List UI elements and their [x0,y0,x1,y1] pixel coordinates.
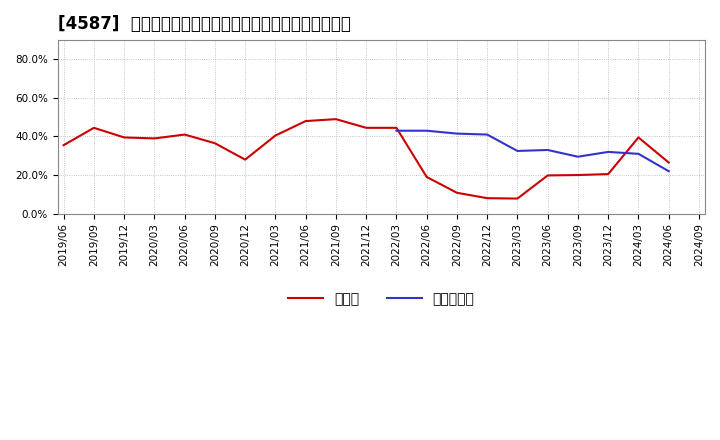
現顔金 [604,172,613,177]
有利子負債 [604,149,613,154]
有利子負債 [483,132,492,137]
現顔金 [89,125,98,130]
現顔金 [271,133,280,138]
現顔金 [362,125,371,130]
現顔金 [392,125,401,130]
現顔金 [634,135,643,140]
現顔金 [120,135,128,140]
有利子負債 [544,147,552,153]
現顔金 [665,160,673,165]
現顔金 [574,172,582,178]
有利子負債 [634,151,643,157]
現顔金 [423,174,431,180]
Line: 現顔金: 現顔金 [63,119,669,198]
有利子負債 [665,169,673,174]
現顔金 [453,190,462,195]
Text: [4587]  現顔金、有利子負債の総資産に対する比率の推移: [4587] 現顔金、有利子負債の総資産に対する比率の推移 [58,15,351,33]
現顔金 [544,173,552,178]
有利子負債 [574,154,582,159]
現顔金 [210,141,219,146]
現顔金 [150,136,158,141]
有利子負債 [453,131,462,136]
現顔金 [483,195,492,201]
現顔金 [241,157,250,162]
現顔金 [332,117,341,122]
有利子負債 [513,148,522,154]
現顔金 [180,132,189,137]
現顔金 [302,118,310,124]
有利子負債 [392,128,401,133]
有利子負債 [423,128,431,133]
Line: 有利子負債: 有利子負債 [397,131,669,171]
現顔金 [59,143,68,148]
現顔金 [513,196,522,201]
Legend: 現顔金, 有利子負債: 現顔金, 有利子負債 [282,286,480,312]
